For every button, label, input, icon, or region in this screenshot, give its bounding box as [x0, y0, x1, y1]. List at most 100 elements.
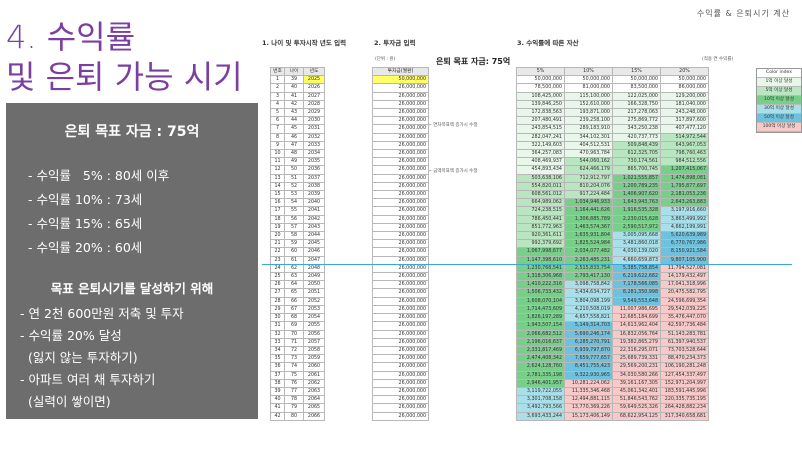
asset-cell: 920,361,611 [516, 231, 565, 241]
age-cell: 70 [284, 329, 304, 339]
row-number-cell: 3 [270, 91, 285, 101]
year-cell: 2037 [303, 173, 325, 183]
table-row: 3,301,708,158 12,494,881,115 51,846,543,76… [516, 395, 709, 405]
table-row: 26,000,000 [372, 386, 429, 397]
asset-cell: 50,000,000 [612, 75, 661, 85]
asset-cell: 1,506,733,432 [516, 288, 565, 298]
table-row: 26,000,000 [372, 173, 429, 183]
asset-cell: 322,149,603 [516, 140, 565, 151]
asset-cell: 1,916,535,328 [612, 206, 661, 216]
investment-cell: 26,000,000 [372, 362, 429, 372]
asset-cell: 6,285,270,791 [564, 337, 613, 347]
table-row: 3 41 2027 [270, 91, 325, 101]
asset-cell: 2,515,833,754 [564, 263, 613, 274]
investment-cell: 26,000,000 [372, 403, 429, 413]
age-cell: 62 [284, 263, 304, 274]
table-row: 26,000,000 [372, 149, 429, 159]
section-header-age: 1. 나이 및 투자시작 년도 입력 [262, 39, 347, 47]
table-row: 1,147,398,610 2,263,485,231 4,660,659,873 9… [516, 255, 709, 265]
investment-cell: 26,000,000 [372, 157, 429, 167]
table-row: 50,000,000 [372, 75, 429, 85]
row-number-cell: 24 [270, 263, 285, 274]
table-row: 8 46 2032 [270, 132, 325, 142]
header-cell: 20% [660, 66, 709, 77]
table-row: 26,000,000 [372, 99, 429, 110]
asset-cell: 6,939,797,870 [564, 345, 613, 356]
panel-title: 은퇴 목표 자금 : 75억 [64, 124, 200, 140]
asset-cell: 2,066,682,512 [516, 329, 565, 339]
row-number-cell: 26 [270, 280, 285, 290]
table-row: 50,000,000 50,000,000 50,000,000 50,000,000 [516, 75, 709, 85]
table-row: 26,000,000 [372, 255, 429, 265]
table-row: 10 48 2034 [270, 149, 325, 159]
row-number-cell: 39 [270, 386, 285, 397]
age-cell: 80 [284, 411, 304, 421]
row-number-cell: 18 [270, 214, 285, 224]
asset-cell: 1,943,507,154 [516, 321, 565, 331]
asset-cell: 9,807,105,900 [660, 255, 709, 265]
age-cell: 46 [284, 132, 304, 142]
asset-cell: 61,397,940,537 [660, 337, 709, 347]
asset-cell: 3,804,098,199 [564, 296, 613, 306]
row-number-cell: 14 [270, 181, 285, 192]
asset-cell: 17,041,318,996 [660, 280, 709, 290]
asset-cell: 514,972,544 [660, 132, 709, 142]
asset-cell: 86,000,000 [660, 83, 709, 93]
asset-cell: 3,197,916,660 [660, 206, 709, 216]
asset-cell: 88,470,234,373 [660, 354, 709, 364]
table-row: 1,608,070,104 3,804,098,199 9,549,553,648 2… [516, 296, 709, 306]
investment-cell: 26,000,000 [372, 386, 429, 397]
slide-title-line2: 및 은퇴 가능 시기 [6, 58, 243, 96]
table-row: 26,000,000 [372, 304, 429, 315]
table-row: 2,474,408,342 7,659,777,657 25,689,739,331… [516, 354, 709, 364]
asset-cell: 3,693,433,244 [516, 411, 565, 421]
year-cell: 2056 [303, 329, 325, 339]
investment-cell: 26,000,000 [372, 247, 429, 257]
table-row: 1,067,998,677 2,034,077,482 4,030,139,020 8… [516, 247, 709, 257]
investment-cell: 26,000,000 [372, 280, 429, 290]
asset-cell: 217,278,063 [612, 108, 661, 118]
year-cell: 2055 [303, 321, 325, 331]
asset-cell: 264,428,882,234 [660, 403, 709, 413]
table-row: 26,000,000 [372, 280, 429, 290]
age-cell: 76 [284, 378, 304, 388]
year-cell: 2060 [303, 362, 325, 372]
year-cell: 2058 [303, 345, 325, 356]
age-cell: 56 [284, 214, 304, 224]
year-cell: 2045 [303, 239, 325, 249]
asset-cell: 2,196,016,637 [516, 337, 565, 347]
age-cell: 60 [284, 247, 304, 257]
asset-cell: 5,620,639,989 [660, 231, 709, 241]
asset-cell: 544,060,162 [564, 157, 613, 167]
table-row: 35 73 2059 [270, 354, 325, 364]
row-number-cell: 35 [270, 354, 285, 364]
age-cell: 69 [284, 321, 304, 331]
table-row: 26,000,000 [372, 345, 429, 356]
header-cell: 10% [564, 66, 613, 77]
row-number-cell: 2 [270, 83, 285, 93]
asset-cell: 364,257,083 [516, 149, 565, 159]
asset-cell: 724,238,515 [516, 206, 565, 216]
table-row: 26,000,000 [372, 354, 429, 364]
table-row: 992,379,692 1,825,524,984 3,481,860,018 6,7… [516, 239, 709, 249]
asset-cell: 29,542,039,225 [660, 304, 709, 315]
table-row: 1,506,733,432 3,434,634,727 8,281,350,998 2… [516, 288, 709, 298]
edit-note: ← 연차목표액 증가시 수정 [428, 123, 478, 128]
asset-cell: 166,328,750 [612, 99, 661, 110]
table-row: 26,000,000 [372, 198, 429, 208]
legend-title: Color index [757, 69, 801, 78]
year-cell: 2034 [303, 149, 325, 159]
asset-cell: 239,258,100 [564, 116, 613, 126]
investment-cell: 26,000,000 [372, 99, 429, 110]
year-cell: 2064 [303, 395, 325, 405]
year-cell: 2033 [303, 140, 325, 151]
table-row: 18 56 2042 [270, 214, 325, 224]
asset-cell: 11,007,986,695 [612, 304, 661, 315]
investment-cell: 26,000,000 [372, 304, 429, 315]
asset-cell: 15,173,406,149 [564, 411, 613, 421]
legend-item: 5억 이상 달성 [757, 87, 801, 96]
asset-cell: 608,561,012 [516, 190, 565, 200]
year-cell: 2029 [303, 108, 325, 118]
asset-cell: 810,204,076 [564, 181, 613, 192]
investment-cell: 26,000,000 [372, 214, 429, 224]
